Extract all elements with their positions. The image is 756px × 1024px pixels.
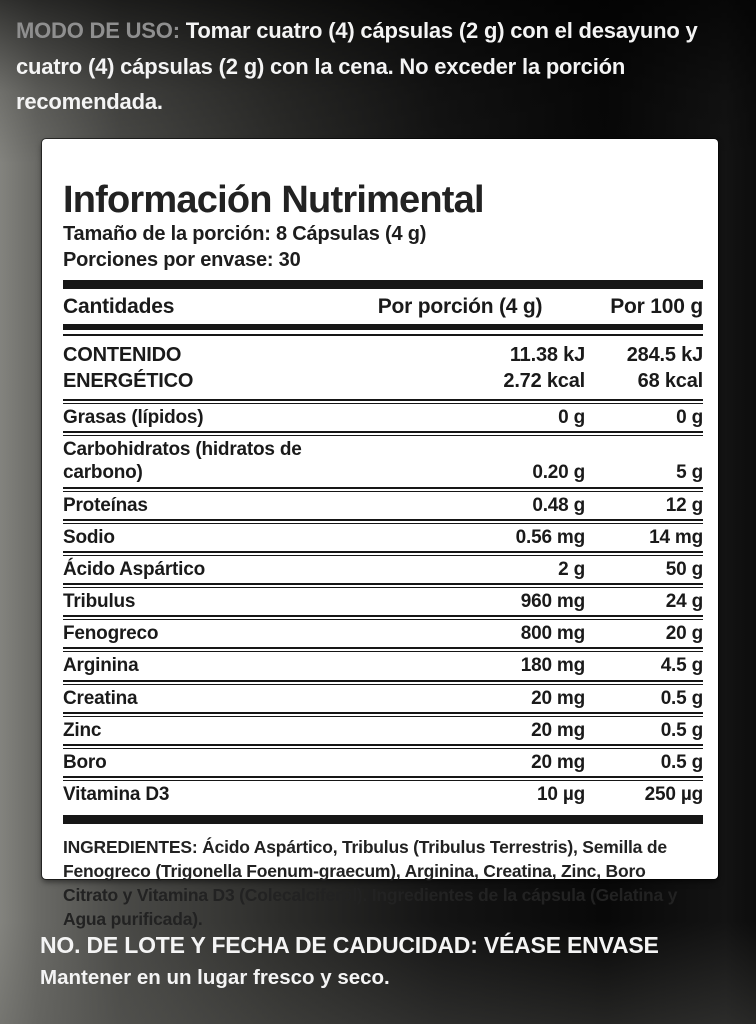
per-100g-value: 12 g (665, 494, 703, 516)
row-separator (63, 776, 703, 782)
nutrient-name: Vitamina D3 (63, 784, 170, 806)
energy-kcal-serving: 2.72 kcal (503, 370, 585, 392)
nutrient-name: Sodio (63, 526, 115, 548)
header-por-100g: Por 100 g (610, 295, 703, 318)
per-serving-value: 0 g (558, 407, 585, 428)
row-separator (63, 743, 703, 749)
table-row: Tribulus 960 mg 24 g (63, 588, 703, 615)
per-100g-value: 14 mg (649, 526, 703, 548)
row-separator (63, 679, 703, 685)
table-row: Fenogreco 800 mg 20 g (63, 620, 703, 647)
per-100g-value: 24 g (665, 591, 703, 613)
energy-kj-100g: 284.5 kJ (626, 344, 703, 366)
row-separator (63, 550, 703, 556)
nutrient-name: Creatina (63, 687, 138, 709)
per-100g-value: 0 g (676, 407, 703, 428)
row-separator (63, 711, 703, 717)
serving-size: Tamaño de la porción: 8 Cápsulas (4 g) (63, 223, 427, 245)
table-header-row: Cantidades Por porción (4 g) Por 100 g (63, 289, 703, 324)
usage-prefix: MODO DE USO: (16, 18, 180, 43)
nutrient-name: Proteínas (63, 494, 148, 516)
nutrient-name: Carbohidratos (hidratos de carbono) (63, 439, 302, 484)
energy-label-line2: ENERGÉTICO (63, 370, 194, 392)
nutrient-name: Fenogreco (63, 623, 159, 645)
header-por-porcion: Por porción (4 g) (377, 295, 543, 318)
row-separator (63, 647, 703, 653)
usage-text: Tomar cuatro (4) cápsulas (2 g) con el d… (16, 18, 698, 115)
per-serving-value: 20 mg (531, 751, 585, 773)
per-serving-value: 11.38 kJ 2.72 kcal (335, 342, 585, 394)
table-row: Creatina 20 mg 0.5 g (63, 685, 703, 712)
table-row: Ácido Aspártico 2 g 50 g (63, 556, 703, 583)
nutrient-name: CONTENIDO ENERGÉTICO (63, 342, 335, 394)
table-row: Boro 20 mg 0.5 g (63, 749, 703, 776)
nutrition-facts-panel: Información Nutrimental Tamaño de la por… (42, 139, 718, 929)
nutrient-name: Zinc (63, 719, 102, 741)
per-100g-value: 284.5 kJ 68 kcal (585, 342, 703, 394)
per-serving-value: 0.56 mg (515, 526, 586, 548)
per-serving-value: 10 µg (537, 784, 585, 806)
per-serving-value: 2 g (558, 558, 585, 580)
table-row: Sodio 0.56 mg 14 mg (63, 524, 703, 551)
row-separator (63, 583, 703, 589)
energy-label-line1: CONTENIDO (63, 344, 182, 366)
per-serving-value: 180 mg (520, 655, 585, 677)
per-100g-value: 5 g (676, 462, 703, 484)
usage-instructions: MODO DE USO: Tomar cuatro (4) cápsulas (… (16, 13, 744, 120)
table-row: Proteínas 0.48 g 12 g (63, 492, 703, 519)
row-separator (63, 431, 703, 437)
per-100g-value: 20 g (665, 623, 703, 645)
servings-per-container: Porciones por envase: 30 (63, 249, 301, 271)
nutrient-name: Arginina (63, 655, 139, 677)
per-100g-value: 250 µg (644, 784, 704, 806)
nutrient-name: Ácido Aspártico (63, 558, 205, 580)
table-row: Carbohidratos (hidratos de carbono) 0.20 … (63, 436, 703, 486)
per-serving-value: 0.20 g (532, 462, 585, 484)
per-100g-value: 4.5 g (660, 655, 704, 677)
nutrient-name: Grasas (lípidos) (63, 407, 204, 428)
header-cantidades: Cantidades (63, 295, 175, 318)
nutrient-name: Tribulus (63, 591, 136, 613)
lot-expiry-text: NO. DE LOTE Y FECHA DE CADUCIDAD: VÉASE … (40, 932, 659, 958)
storage-text: Mantener en un lugar fresco y seco. (40, 966, 390, 989)
table-row: Arginina 180 mg 4.5 g (63, 652, 703, 679)
footer: NO. DE LOTE Y FECHA DE CADUCIDAD: VÉASE … (40, 932, 736, 990)
row-separator (63, 399, 703, 404)
divider-thick-top (63, 280, 703, 289)
row-separator (63, 486, 703, 492)
energy-kj-serving: 11.38 kJ (509, 344, 585, 366)
row-separator (63, 518, 703, 524)
table-row: Grasas (lípidos) 0 g 0 g (63, 404, 703, 431)
per-serving-value: 960 mg (520, 591, 585, 613)
energy-row: CONTENIDO ENERGÉTICO 11.38 kJ 2.72 kcal … (63, 336, 703, 399)
per-serving-value: 800 mg (520, 623, 585, 645)
per-serving-value: 20 mg (531, 687, 585, 709)
per-100g-value: 0.5 g (660, 687, 704, 709)
per-serving-value: 0.48 g (532, 494, 585, 516)
divider-thick-bottom (63, 815, 703, 825)
nutrient-rows: Grasas (lípidos) 0 g 0 g Carbohidratos (hid… (63, 399, 703, 808)
nutrient-name: Boro (63, 751, 107, 773)
per-100g-value: 0.5 g (660, 719, 704, 741)
ingredients-text: INGREDIENTES: Ácido Aspártico, Tribulus … (63, 837, 678, 929)
divider-heavy (63, 324, 703, 336)
per-100g-value: 0.5 g (660, 751, 704, 773)
table-row: Vitamina D3 10 µg 250 µg (63, 781, 703, 808)
per-100g-value: 50 g (665, 558, 703, 580)
panel-title: Información Nutrimental (63, 179, 485, 221)
per-serving-value: 20 mg (531, 719, 585, 741)
row-separator (63, 615, 703, 621)
energy-kcal-100g: 68 kcal (637, 370, 704, 392)
table-row: Zinc 20 mg 0.5 g (63, 717, 703, 744)
